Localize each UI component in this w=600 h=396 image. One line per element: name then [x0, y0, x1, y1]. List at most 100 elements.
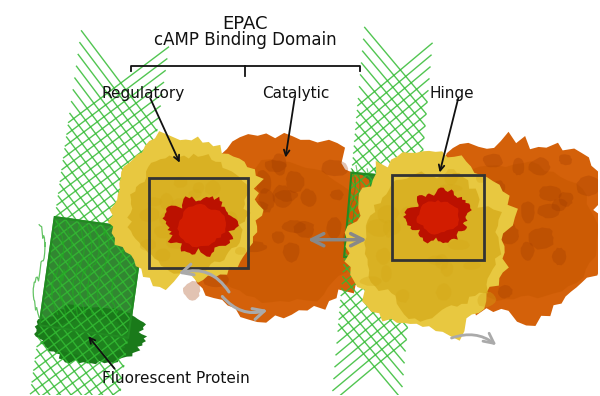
Polygon shape — [433, 158, 456, 170]
Polygon shape — [127, 154, 251, 274]
Polygon shape — [381, 265, 392, 282]
Polygon shape — [301, 188, 317, 207]
Polygon shape — [448, 239, 470, 250]
Polygon shape — [203, 183, 229, 197]
Polygon shape — [463, 262, 481, 270]
Polygon shape — [171, 198, 190, 210]
Polygon shape — [207, 234, 227, 247]
Polygon shape — [512, 158, 524, 175]
Polygon shape — [215, 247, 232, 265]
Polygon shape — [160, 133, 391, 323]
Polygon shape — [192, 199, 218, 210]
Polygon shape — [163, 196, 239, 257]
Text: EPAC: EPAC — [223, 15, 268, 33]
Polygon shape — [330, 190, 344, 200]
Polygon shape — [166, 236, 187, 249]
Polygon shape — [436, 254, 448, 270]
Polygon shape — [272, 185, 292, 208]
Polygon shape — [559, 154, 572, 165]
Polygon shape — [427, 255, 445, 265]
Polygon shape — [529, 227, 554, 249]
Polygon shape — [462, 184, 484, 198]
Polygon shape — [107, 131, 264, 290]
Polygon shape — [383, 220, 394, 238]
Polygon shape — [293, 221, 314, 238]
Polygon shape — [425, 212, 437, 225]
Polygon shape — [483, 154, 503, 167]
Polygon shape — [271, 153, 286, 175]
Polygon shape — [241, 241, 267, 252]
Polygon shape — [344, 151, 518, 341]
Polygon shape — [497, 223, 519, 244]
Polygon shape — [160, 193, 173, 210]
Polygon shape — [577, 175, 600, 196]
Polygon shape — [343, 227, 356, 250]
Polygon shape — [438, 184, 463, 193]
Polygon shape — [436, 283, 451, 301]
Polygon shape — [154, 225, 175, 238]
Polygon shape — [377, 205, 400, 223]
Polygon shape — [34, 304, 147, 364]
Polygon shape — [275, 190, 298, 202]
Polygon shape — [202, 181, 218, 194]
Polygon shape — [173, 177, 187, 188]
Polygon shape — [418, 286, 440, 304]
Polygon shape — [235, 247, 247, 255]
Polygon shape — [193, 182, 204, 193]
Polygon shape — [454, 225, 467, 235]
Polygon shape — [498, 285, 512, 299]
Polygon shape — [203, 270, 229, 287]
Polygon shape — [178, 204, 226, 247]
Polygon shape — [209, 257, 228, 271]
Polygon shape — [241, 201, 269, 212]
Polygon shape — [220, 158, 241, 169]
Polygon shape — [395, 289, 409, 303]
Polygon shape — [286, 171, 304, 193]
Polygon shape — [449, 262, 477, 282]
Polygon shape — [529, 157, 550, 175]
Polygon shape — [202, 240, 218, 260]
Polygon shape — [476, 174, 487, 183]
Polygon shape — [364, 171, 502, 322]
Polygon shape — [538, 204, 560, 218]
Polygon shape — [389, 219, 401, 235]
Polygon shape — [209, 248, 226, 265]
Polygon shape — [445, 169, 458, 186]
Polygon shape — [539, 186, 562, 201]
Polygon shape — [212, 221, 222, 235]
Polygon shape — [376, 248, 391, 265]
Polygon shape — [419, 183, 440, 206]
Polygon shape — [193, 234, 208, 249]
Polygon shape — [140, 207, 159, 223]
Polygon shape — [272, 231, 284, 244]
Polygon shape — [199, 253, 218, 270]
Polygon shape — [403, 188, 472, 244]
Polygon shape — [367, 219, 389, 237]
Polygon shape — [459, 275, 478, 295]
Polygon shape — [283, 243, 299, 263]
Polygon shape — [435, 179, 454, 195]
Polygon shape — [256, 170, 271, 194]
Polygon shape — [40, 217, 143, 338]
Text: Fluorescent Protein: Fluorescent Protein — [102, 371, 250, 386]
Text: cAMP Binding Domain: cAMP Binding Domain — [154, 31, 337, 49]
Text: Hinge: Hinge — [429, 86, 474, 101]
Polygon shape — [191, 159, 361, 303]
Polygon shape — [147, 197, 162, 206]
Polygon shape — [258, 188, 275, 213]
Polygon shape — [470, 275, 489, 289]
Polygon shape — [434, 216, 446, 239]
Polygon shape — [188, 190, 202, 198]
Polygon shape — [428, 161, 598, 301]
Polygon shape — [183, 281, 200, 301]
Polygon shape — [159, 212, 177, 226]
Polygon shape — [551, 199, 568, 211]
Polygon shape — [322, 160, 348, 176]
Polygon shape — [265, 160, 287, 172]
Polygon shape — [552, 248, 566, 265]
Polygon shape — [53, 316, 130, 358]
Text: Regulatory: Regulatory — [101, 86, 185, 101]
Polygon shape — [559, 192, 574, 207]
Polygon shape — [344, 173, 421, 263]
Polygon shape — [415, 218, 437, 233]
